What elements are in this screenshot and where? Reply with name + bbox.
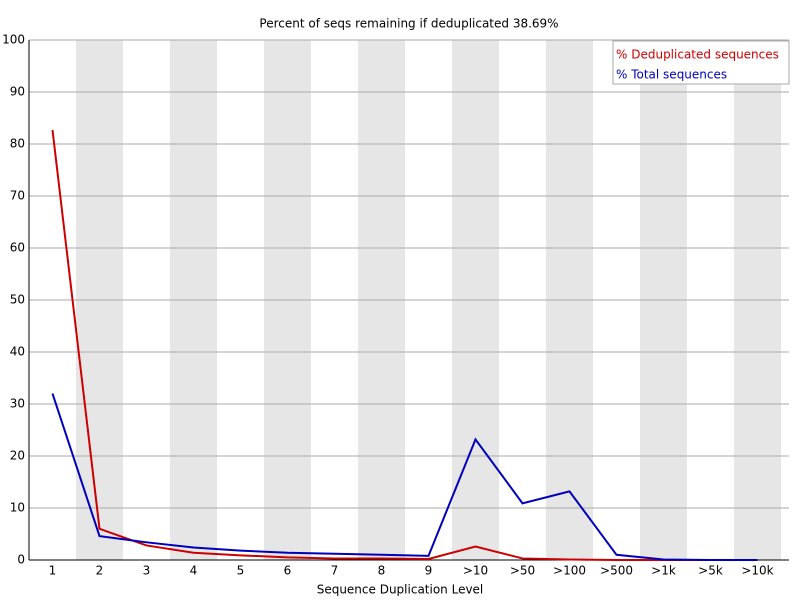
- legend: % Deduplicated sequences % Total sequence…: [612, 40, 790, 85]
- x-tick-label: >500: [600, 564, 633, 578]
- x-tick-label: >10k: [741, 564, 773, 578]
- y-tick-label: 80: [10, 137, 25, 151]
- x-tick-label: 2: [96, 564, 104, 578]
- y-tick-label: 50: [10, 293, 25, 307]
- x-tick-label: >5k: [698, 564, 723, 578]
- y-tick-label: 20: [10, 449, 25, 463]
- x-tick-label: 4: [190, 564, 198, 578]
- x-tick-label: 6: [284, 564, 292, 578]
- y-tick-label: 40: [10, 345, 25, 359]
- y-tick-label: 60: [10, 241, 25, 255]
- x-axis-label: Sequence Duplication Level: [317, 583, 484, 597]
- chart-title: Percent of seqs remaining if deduplicate…: [259, 17, 558, 31]
- x-tick-label: 5: [237, 564, 245, 578]
- y-tick-label: 10: [10, 501, 25, 515]
- x-tick-label: 8: [378, 564, 386, 578]
- x-tick-label: >1k: [651, 564, 676, 578]
- y-tick-label: 100: [2, 33, 25, 47]
- legend-entry: % Deduplicated sequences: [616, 48, 779, 62]
- y-tick-label: 70: [10, 189, 25, 203]
- x-tick-label: 1: [49, 564, 57, 578]
- y-tick-label: 90: [10, 85, 25, 99]
- x-tick-label: >10: [463, 564, 488, 578]
- series-line: [51, 393, 758, 561]
- x-tick-label: 7: [331, 564, 339, 578]
- x-tick-label: 3: [143, 564, 151, 578]
- legend-entry: % Total sequences: [616, 68, 727, 82]
- y-tick-label: 30: [10, 397, 25, 411]
- series-line: [51, 129, 758, 561]
- x-tick-label: 9: [425, 564, 433, 578]
- y-tick-label: 0: [17, 553, 25, 567]
- x-tick-label: >100: [553, 564, 586, 578]
- x-tick-label: >50: [510, 564, 535, 578]
- legend-box: [612, 40, 790, 85]
